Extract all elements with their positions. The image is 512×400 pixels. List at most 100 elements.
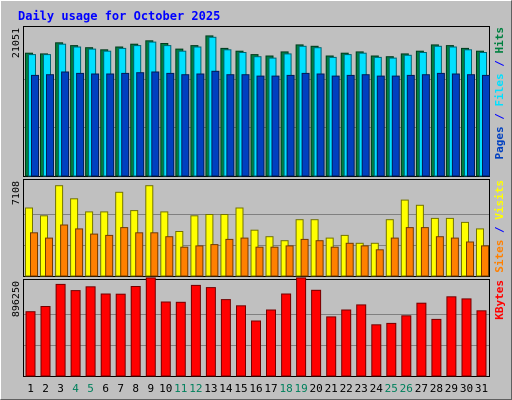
- legend-visits: Sites / Visits: [493, 180, 506, 273]
- x-label-6: 6: [102, 382, 109, 395]
- bar-kbytes-28: [431, 318, 442, 377]
- bar-sites-21: [330, 246, 339, 277]
- x-label-12: 12: [189, 382, 202, 395]
- bar-pages-6: [106, 73, 115, 177]
- bar-kbytes-5: [85, 286, 96, 377]
- chart-panels: 21051 Pages / Files / Hits 7108 Sites / Vis…: [11, 26, 506, 377]
- legend-item-visits: Visits: [493, 180, 506, 220]
- bar-pages-14: [226, 74, 235, 177]
- x-label-18: 18: [279, 382, 292, 395]
- bar-pages-29: [451, 73, 460, 177]
- x-label-19: 19: [294, 382, 307, 395]
- x-label-21: 21: [325, 382, 338, 395]
- bar-sites-5: [90, 233, 99, 277]
- legend-separator: /: [493, 220, 506, 240]
- bar-pages-4: [76, 72, 85, 177]
- bar-kbytes-9: [145, 277, 156, 377]
- bar-pages-13: [211, 70, 220, 177]
- legend-item-hits: Hits: [493, 27, 506, 54]
- bar-kbytes-29: [446, 296, 457, 377]
- bar-kbytes-3: [55, 283, 66, 377]
- x-label-2: 2: [42, 382, 49, 395]
- x-label-16: 16: [249, 382, 262, 395]
- bar-pages-18: [286, 74, 295, 177]
- bar-pages-10: [166, 72, 175, 177]
- bar-kbytes-20: [311, 289, 322, 377]
- bar-kbytes-15: [236, 305, 246, 377]
- bar-sites-16: [255, 246, 264, 277]
- bar-sites-1: [30, 232, 38, 277]
- bar-pages-19: [301, 72, 310, 177]
- bar-kbytes-8: [130, 286, 141, 377]
- panel-visits: 7108 Sites / Visits: [11, 179, 506, 277]
- bar-sites-3: [60, 224, 69, 277]
- bar-kbytes-25: [386, 322, 397, 377]
- legend-hits: Pages / Files / Hits: [493, 27, 506, 160]
- bar-kbytes-26: [401, 315, 412, 377]
- bar-kbytes-19: [296, 277, 307, 377]
- bar-kbytes-6: [100, 293, 111, 377]
- legend-separator: /: [493, 107, 506, 127]
- bar-pages-15: [241, 74, 250, 177]
- bar-sites-9: [150, 232, 159, 277]
- bar-sites-20: [315, 240, 324, 277]
- bar-sites-6: [105, 234, 114, 277]
- bar-pages-5: [91, 73, 100, 177]
- x-label-8: 8: [132, 382, 139, 395]
- panel-hits: 21051 Pages / Files / Hits: [11, 26, 506, 177]
- bar-sites-8: [135, 232, 144, 277]
- bar-pages-28: [436, 72, 445, 177]
- bar-sites-19: [300, 238, 309, 277]
- bar-kbytes-30: [461, 298, 472, 377]
- x-label-29: 29: [445, 382, 458, 395]
- bar-sites-29: [450, 237, 459, 277]
- bar-kbytes-7: [115, 293, 126, 377]
- bar-sites-15: [240, 237, 249, 277]
- bar-pages-27: [421, 74, 430, 177]
- bar-visits-9: [145, 185, 154, 277]
- bar-pages-23: [361, 74, 370, 177]
- bar-pages-22: [346, 74, 355, 177]
- x-label-3: 3: [57, 382, 64, 395]
- x-label-4: 4: [72, 382, 79, 395]
- bar-sites-7: [120, 227, 129, 277]
- chart-title: Daily usage for October 2025: [18, 9, 220, 23]
- legend-item-pages: Pages: [493, 126, 506, 159]
- bar-pages-3: [61, 71, 70, 177]
- bar-pages-8: [136, 72, 145, 177]
- bar-pages-9: [151, 71, 160, 177]
- x-label-7: 7: [117, 382, 124, 395]
- bar-pages-16: [256, 75, 265, 177]
- bar-kbytes-17: [266, 309, 276, 377]
- bar-sites-24: [375, 249, 384, 277]
- bar-sites-31: [481, 245, 489, 277]
- bar-sites-17: [270, 246, 279, 277]
- x-label-9: 9: [147, 382, 154, 395]
- x-label-26: 26: [400, 382, 413, 395]
- x-label-24: 24: [370, 382, 384, 395]
- legend-item-kbytes: KBytes: [493, 280, 506, 320]
- bar-kbytes-23: [356, 304, 367, 377]
- panel-kbytes: 896250 KBytes: [11, 277, 506, 377]
- bar-sites-27: [420, 227, 429, 277]
- x-label-5: 5: [87, 382, 94, 395]
- legend-item-sites: Sites: [493, 240, 506, 273]
- bar-pages-12: [196, 73, 205, 177]
- bar-kbytes-27: [416, 302, 427, 377]
- bar-pages-21: [331, 75, 340, 177]
- bar-sites-30: [466, 241, 474, 277]
- bar-sites-11: [180, 246, 189, 277]
- bar-kbytes-16: [251, 320, 261, 377]
- x-label-22: 22: [340, 382, 353, 395]
- y-max-label: 7108: [11, 181, 22, 205]
- bar-kbytes-11: [175, 301, 186, 377]
- bar-kbytes-14: [220, 299, 231, 377]
- x-label-1: 1: [27, 382, 34, 395]
- bar-kbytes-13: [205, 287, 216, 377]
- bar-sites-4: [75, 228, 84, 277]
- bar-sites-2: [45, 237, 53, 277]
- legend-item-files: Files: [493, 73, 506, 106]
- bar-kbytes-18: [281, 293, 292, 377]
